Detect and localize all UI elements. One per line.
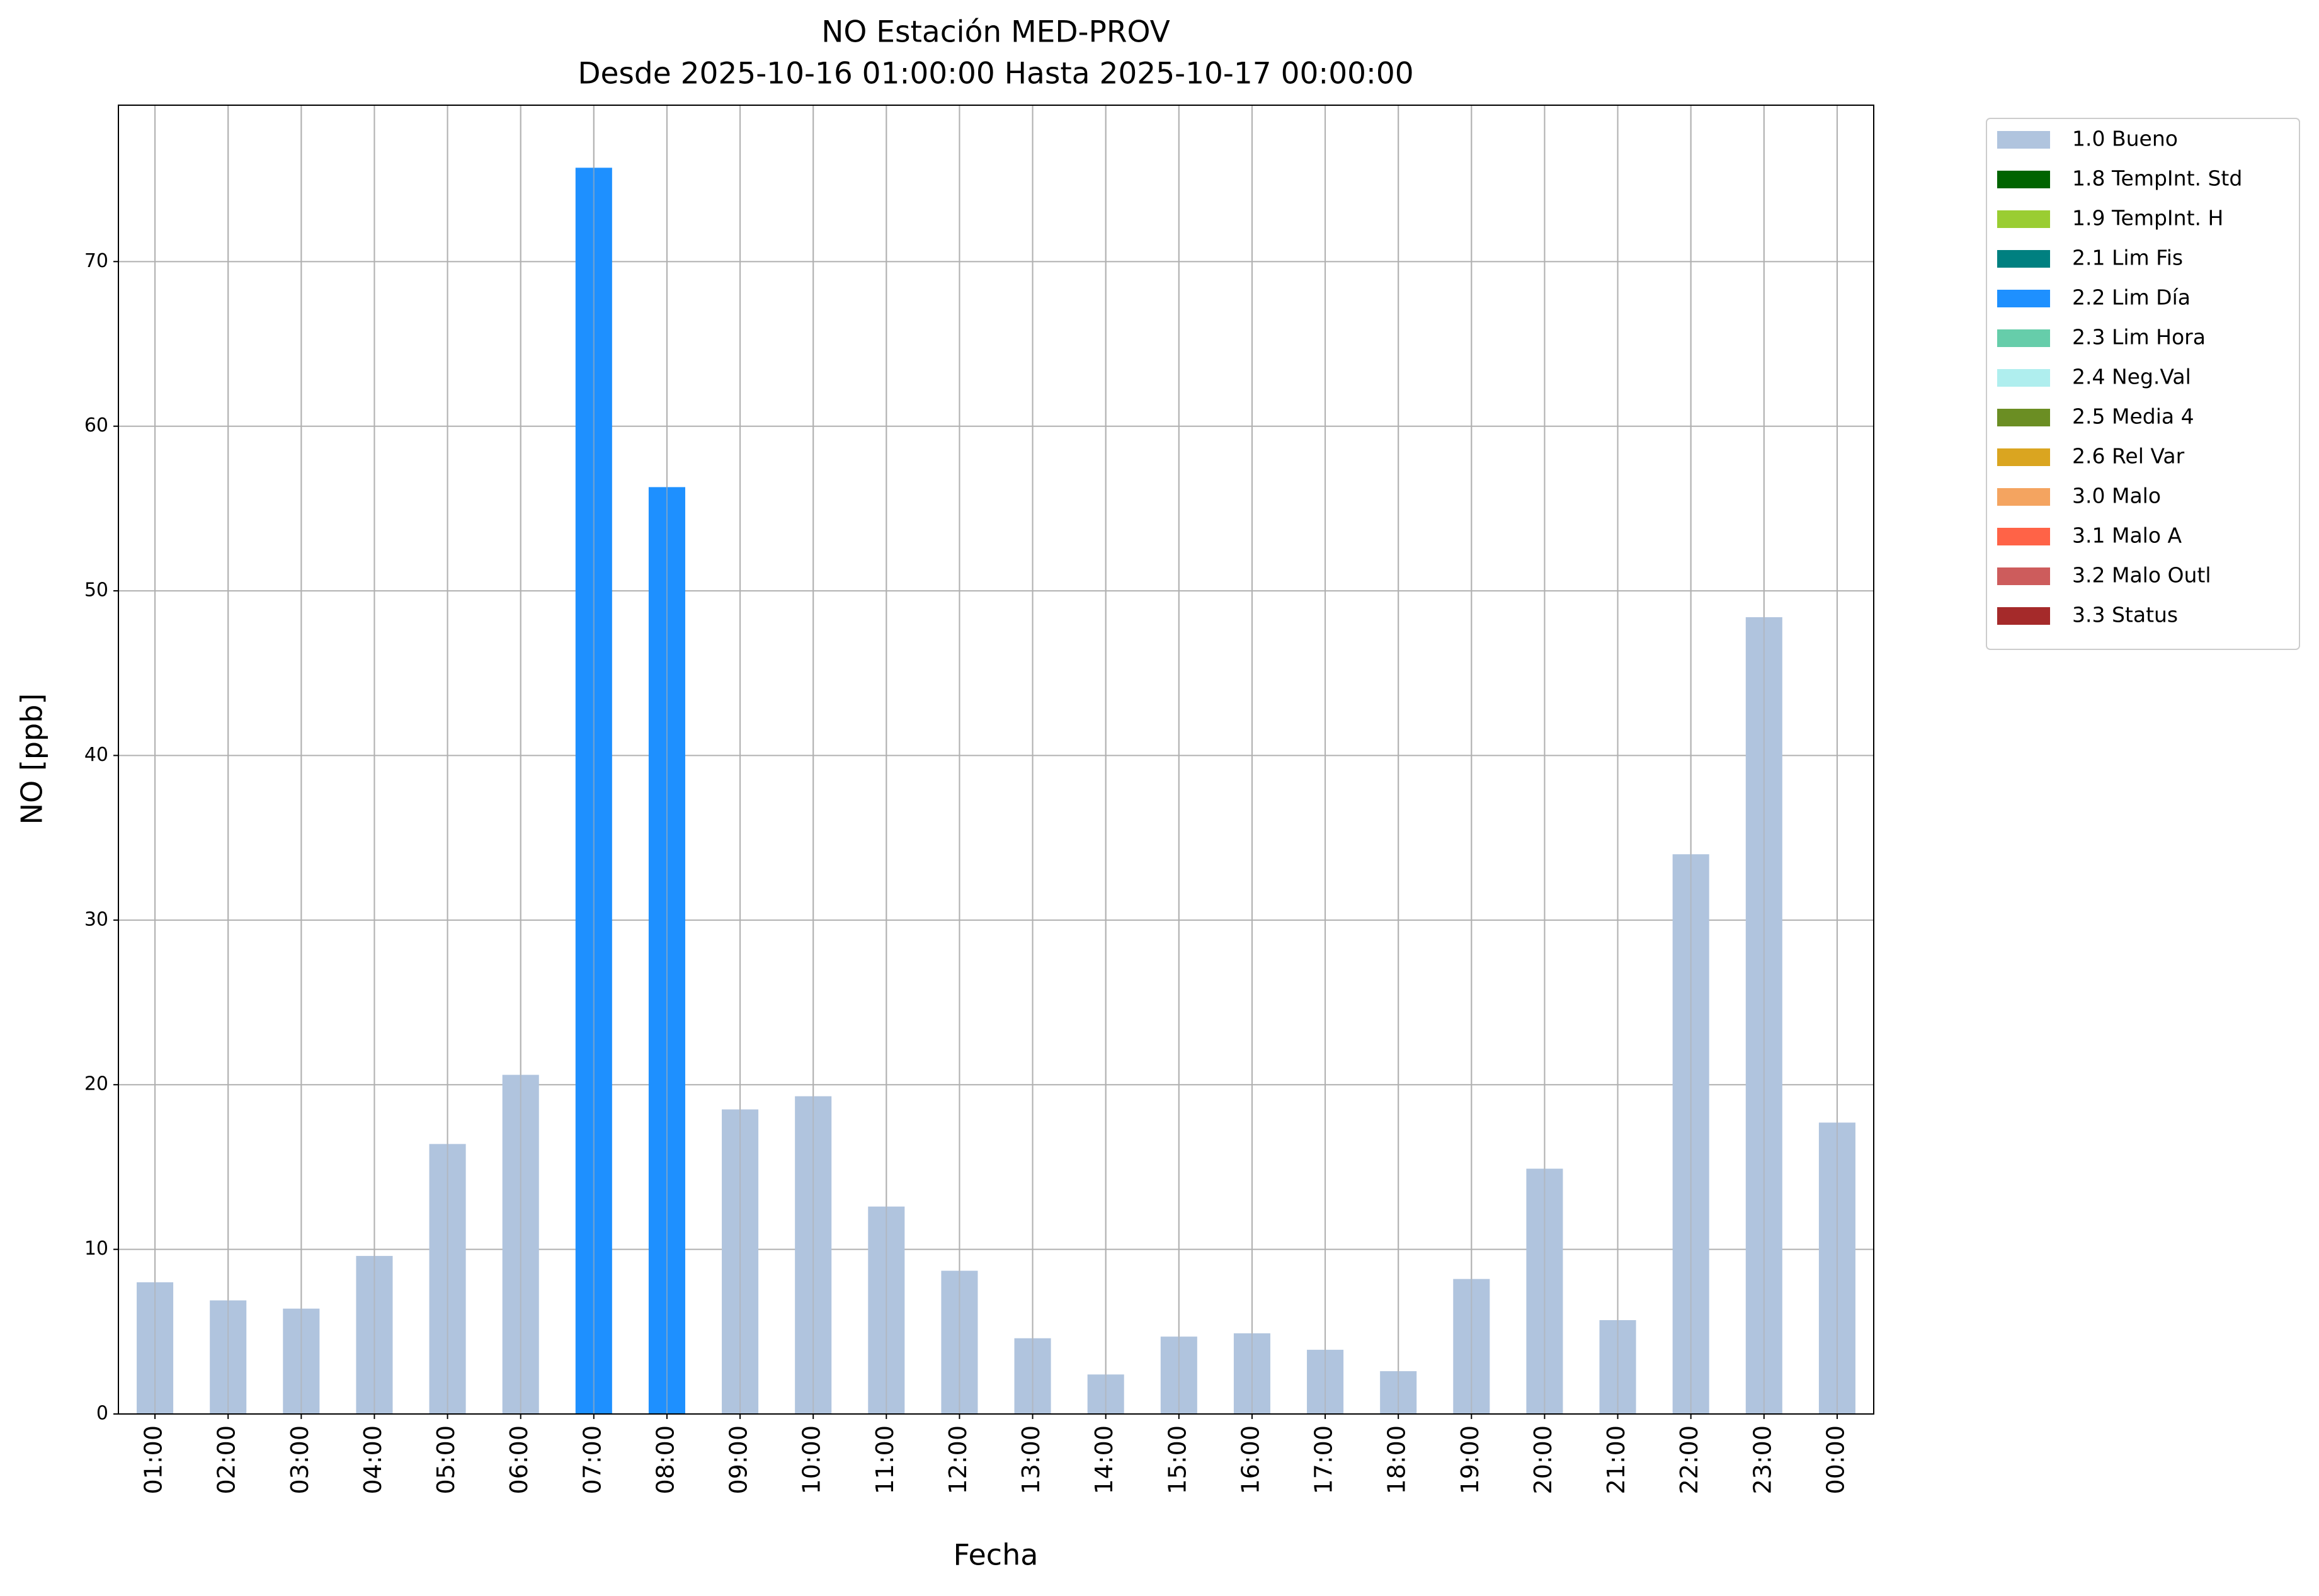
y-tick-label: 30 [84, 908, 108, 930]
chart-title: NO Estación MED-PROV [821, 15, 1170, 50]
y-tick-label: 20 [84, 1073, 108, 1095]
legend-label: 2.2 Lim Día [2072, 285, 2191, 310]
x-tick-label: 02:00 [213, 1425, 241, 1495]
legend-label: 2.4 Neg.Val [2072, 365, 2191, 389]
x-tick-label: 22:00 [1675, 1425, 1703, 1495]
legend-label: 1.9 TempInt. H [2072, 206, 2223, 231]
x-tick-label: 03:00 [286, 1425, 314, 1495]
x-tick-label: 15:00 [1163, 1425, 1191, 1495]
plot-frame [118, 105, 1874, 1415]
x-tick-label: 19:00 [1456, 1425, 1484, 1495]
legend-swatch [1997, 250, 2050, 268]
x-tick-label: 12:00 [944, 1425, 972, 1495]
x-tick-label: 23:00 [1748, 1425, 1776, 1495]
legend-swatch [1997, 329, 2050, 347]
x-axis-label: Fecha [954, 1538, 1039, 1572]
chart-subtitle: Desde 2025-10-16 01:00:00 Hasta 2025-10-… [578, 57, 1413, 91]
x-tick-label: 00:00 [1821, 1425, 1849, 1495]
legend-swatch [1997, 567, 2050, 585]
x-tick-label: 01:00 [140, 1425, 168, 1495]
x-tick-label: 10:00 [798, 1425, 826, 1495]
y-tick-label: 0 [96, 1403, 108, 1425]
legend-label: 1.8 TempInt. Std [2072, 166, 2242, 191]
legend-swatch [1997, 171, 2050, 188]
legend-label: 2.5 Media 4 [2072, 404, 2194, 429]
x-tick-label: 06:00 [505, 1425, 533, 1495]
x-tick-label: 14:00 [1090, 1425, 1118, 1495]
x-tick-label: 17:00 [1310, 1425, 1338, 1495]
legend-label: 2.6 Rel Var [2072, 444, 2185, 469]
legend-label: 3.2 Malo Outl [2072, 563, 2211, 588]
legend-label: 3.1 Malo A [2072, 523, 2182, 548]
x-tick-label: 21:00 [1602, 1425, 1630, 1495]
x-tick-label: 05:00 [432, 1425, 460, 1495]
legend-label: 2.1 Lim Fis [2072, 246, 2183, 270]
x-tick-label: 18:00 [1383, 1425, 1411, 1495]
y-tick-label: 50 [84, 579, 108, 601]
y-tick-label: 10 [84, 1238, 108, 1260]
legend-swatch [1997, 488, 2050, 506]
x-tick-label: 04:00 [359, 1425, 387, 1495]
y-tick-label: 60 [84, 414, 108, 436]
x-tick-label: 20:00 [1529, 1425, 1557, 1495]
x-tick-label: 09:00 [725, 1425, 753, 1495]
x-tick-label: 08:00 [651, 1425, 679, 1495]
x-tick-label: 11:00 [871, 1425, 899, 1495]
legend-label: 3.3 Status [2072, 603, 2178, 627]
legend-label: 1.0 Bueno [2072, 127, 2178, 151]
legend-swatch [1997, 131, 2050, 149]
x-tick-label: 07:00 [578, 1425, 606, 1495]
legend-label: 3.0 Malo [2072, 484, 2161, 508]
legend-swatch [1997, 607, 2050, 625]
legend-swatch [1997, 369, 2050, 387]
legend-swatch [1997, 448, 2050, 466]
legend-box [1986, 118, 2300, 650]
legend-swatch [1997, 290, 2050, 307]
x-tick-label: 16:00 [1236, 1425, 1264, 1495]
legend-label: 2.3 Lim Hora [2072, 325, 2206, 350]
y-tick-label: 70 [84, 250, 108, 272]
y-axis-label: NO [ppb] [15, 693, 49, 825]
x-tick-label: 13:00 [1017, 1425, 1045, 1495]
y-tick-label: 40 [84, 744, 108, 766]
legend-swatch [1997, 528, 2050, 545]
legend-swatch [1997, 210, 2050, 228]
legend-swatch [1997, 409, 2050, 426]
